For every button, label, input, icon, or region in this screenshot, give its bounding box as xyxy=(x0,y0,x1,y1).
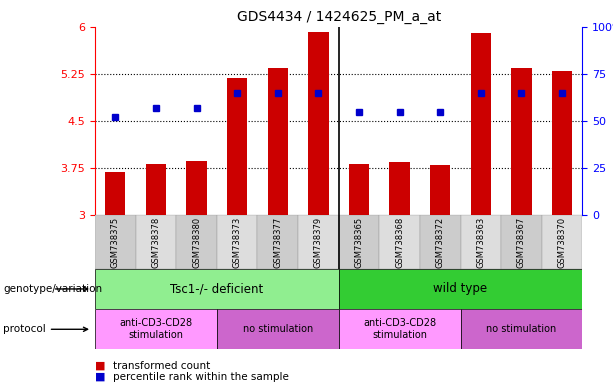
Text: GSM738372: GSM738372 xyxy=(436,217,444,268)
Text: no stimulation: no stimulation xyxy=(243,324,313,334)
Bar xyxy=(420,215,460,269)
Text: genotype/variation: genotype/variation xyxy=(3,284,102,294)
Bar xyxy=(298,215,338,269)
Text: protocol: protocol xyxy=(3,324,88,334)
Text: anti-CD3-CD28
stimulation: anti-CD3-CD28 stimulation xyxy=(120,318,192,340)
Text: transformed count: transformed count xyxy=(113,361,211,371)
Bar xyxy=(95,269,338,309)
Text: wild type: wild type xyxy=(433,283,487,295)
Bar xyxy=(268,68,288,215)
Bar xyxy=(95,309,217,349)
Bar xyxy=(227,78,247,215)
Bar xyxy=(105,172,126,215)
Bar xyxy=(217,215,257,269)
Text: GSM738367: GSM738367 xyxy=(517,217,526,268)
Bar xyxy=(338,269,582,309)
Bar xyxy=(501,215,542,269)
Bar xyxy=(135,215,177,269)
Text: GSM738377: GSM738377 xyxy=(273,217,282,268)
Bar xyxy=(95,215,135,269)
Text: ■: ■ xyxy=(95,372,105,382)
Text: GSM738378: GSM738378 xyxy=(151,217,161,268)
Bar xyxy=(471,33,491,215)
Bar xyxy=(217,309,338,349)
Text: percentile rank within the sample: percentile rank within the sample xyxy=(113,372,289,382)
Text: GSM738365: GSM738365 xyxy=(354,217,364,268)
Bar xyxy=(308,32,329,215)
Title: GDS4434 / 1424625_PM_a_at: GDS4434 / 1424625_PM_a_at xyxy=(237,10,441,25)
Text: GSM738375: GSM738375 xyxy=(111,217,120,268)
Bar xyxy=(379,215,420,269)
Bar xyxy=(511,68,531,215)
Text: GSM738380: GSM738380 xyxy=(192,217,201,268)
Text: no stimulation: no stimulation xyxy=(486,324,557,334)
Bar xyxy=(338,309,460,349)
Bar xyxy=(349,164,369,215)
Bar xyxy=(338,215,379,269)
Text: GSM738379: GSM738379 xyxy=(314,217,323,268)
Bar xyxy=(257,215,298,269)
Text: ■: ■ xyxy=(95,361,105,371)
Bar xyxy=(542,215,582,269)
Text: GSM738363: GSM738363 xyxy=(476,217,485,268)
Text: Tsc1-/- deficient: Tsc1-/- deficient xyxy=(170,283,264,295)
Text: GSM738373: GSM738373 xyxy=(233,217,242,268)
Text: anti-CD3-CD28
stimulation: anti-CD3-CD28 stimulation xyxy=(363,318,436,340)
Text: GSM738368: GSM738368 xyxy=(395,217,404,268)
Bar xyxy=(460,309,582,349)
Bar xyxy=(460,215,501,269)
Bar xyxy=(552,71,572,215)
Bar xyxy=(146,164,166,215)
Text: GSM738370: GSM738370 xyxy=(558,217,566,268)
Bar xyxy=(186,161,207,215)
Bar xyxy=(177,215,217,269)
Bar xyxy=(430,166,451,215)
Bar xyxy=(389,162,409,215)
